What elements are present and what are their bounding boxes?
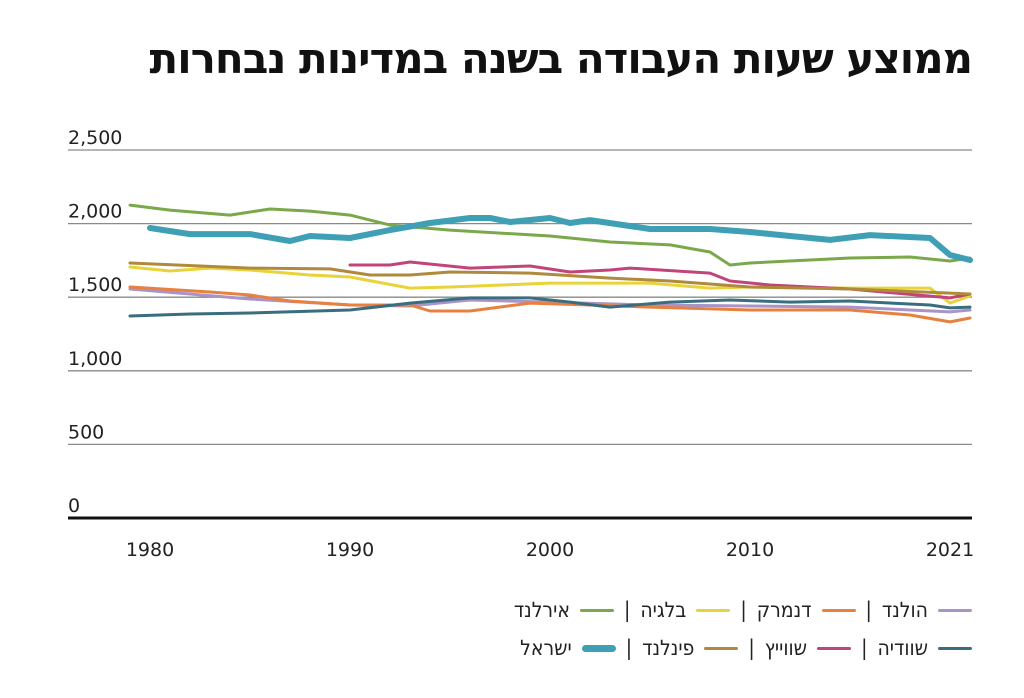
legend-label: הולנד bbox=[881, 598, 928, 622]
legend-label: שוודיה bbox=[877, 636, 928, 660]
x-tick-label: 2000 bbox=[526, 539, 574, 561]
legend-item: הולנד bbox=[882, 598, 972, 622]
legend-item: שווייץ bbox=[764, 636, 852, 660]
legend-label: פינלנד bbox=[642, 636, 695, 660]
legend-separator: | bbox=[625, 636, 633, 660]
legend-swatch bbox=[938, 608, 972, 612]
legend-swatch bbox=[581, 644, 616, 652]
legend-item: דנמרק bbox=[757, 598, 856, 622]
series-line bbox=[128, 203, 972, 267]
legend-separator: | bbox=[740, 598, 747, 622]
legend-label: בלגיה bbox=[640, 598, 687, 622]
y-tick-label: 0 bbox=[68, 495, 80, 517]
legend-label: דנמרק bbox=[756, 598, 812, 622]
legend-label: שווייץ bbox=[764, 636, 808, 660]
legend-item: אירלנד bbox=[514, 598, 614, 622]
legend-item: שוודיה bbox=[877, 636, 972, 660]
series-line bbox=[128, 261, 972, 296]
series-line bbox=[128, 285, 972, 324]
y-tick-label: 1,000 bbox=[68, 348, 122, 370]
legend-label: אירלנד bbox=[513, 598, 570, 622]
series-line bbox=[147, 215, 973, 263]
y-tick-label: 500 bbox=[68, 421, 104, 443]
series-line bbox=[128, 265, 972, 305]
legend-item: בלגיה bbox=[640, 598, 731, 622]
x-tick-label: 2021 bbox=[926, 539, 974, 561]
legend-swatch bbox=[817, 646, 852, 650]
legend-row-1: הולנד | דנמרק | בלגיה | אירלנד bbox=[514, 598, 972, 622]
legend-swatch bbox=[579, 608, 614, 612]
legend-separator: | bbox=[865, 598, 872, 622]
legend-swatch bbox=[821, 608, 856, 612]
legend-swatch bbox=[696, 608, 731, 612]
legend-swatch bbox=[938, 646, 972, 650]
legend-row-2: שוודיה | שווייץ | פינלנד | ישראל bbox=[520, 636, 972, 660]
y-tick-label: 1,500 bbox=[68, 274, 122, 296]
y-tick-label: 2,500 bbox=[68, 127, 122, 149]
legend-separator: | bbox=[748, 636, 755, 660]
series-line bbox=[128, 296, 972, 318]
legend-separator: | bbox=[861, 636, 868, 660]
legend-item: ישראל bbox=[520, 636, 616, 660]
legend-separator: | bbox=[623, 598, 631, 622]
legend-label: ישראל bbox=[520, 636, 572, 660]
legend-item: פינלנד bbox=[642, 636, 739, 660]
x-tick-label: 1980 bbox=[126, 539, 174, 561]
x-tick-label: 1990 bbox=[326, 539, 374, 561]
legend-swatch bbox=[704, 646, 739, 650]
chart-title: ממוצע שעות העבודה בשנה במדינות נבחרות bbox=[149, 34, 973, 83]
x-tick-label: 2010 bbox=[726, 539, 774, 561]
y-tick-label: 2,000 bbox=[68, 201, 122, 223]
